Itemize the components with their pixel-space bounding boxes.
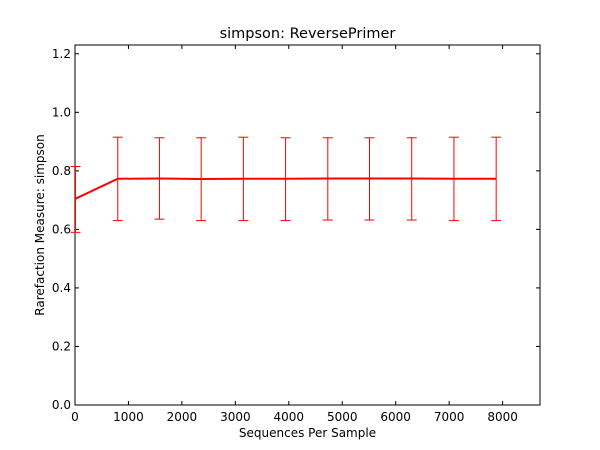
x-tick-label: 3000 bbox=[220, 410, 251, 424]
x-tick-label: 4000 bbox=[274, 410, 305, 424]
x-tick-label: 5000 bbox=[327, 410, 358, 424]
chart-title: simpson: ReversePrimer bbox=[220, 26, 396, 42]
x-tick-label: 0 bbox=[71, 410, 79, 424]
x-tick-label: 6000 bbox=[380, 410, 411, 424]
y-tick-label: 1.0 bbox=[52, 105, 71, 119]
x-tick-label: 7000 bbox=[434, 410, 465, 424]
y-tick-label: 0.6 bbox=[52, 222, 71, 236]
y-axis-title: Rarefaction Measure: simpson bbox=[33, 134, 47, 315]
x-tick-label: 8000 bbox=[487, 410, 518, 424]
y-tick-label: 0.0 bbox=[52, 398, 71, 412]
y-tick-label: 0.4 bbox=[52, 281, 71, 295]
y-tick-label: 1.2 bbox=[52, 47, 71, 61]
x-tick-label: 2000 bbox=[167, 410, 198, 424]
series-line bbox=[75, 177, 497, 200]
x-axis-title: Sequences Per Sample bbox=[239, 426, 376, 440]
plot-area: 0 1000 2000 3000 4000 5000 6000 7000 8000 0.0 0.2 0… bbox=[52, 44, 541, 424]
plot-frame bbox=[74, 44, 541, 406]
x-tick-label: 1000 bbox=[113, 410, 144, 424]
y-tick-label: 0.8 bbox=[52, 164, 71, 178]
y-tick-label: 0.2 bbox=[52, 339, 71, 353]
